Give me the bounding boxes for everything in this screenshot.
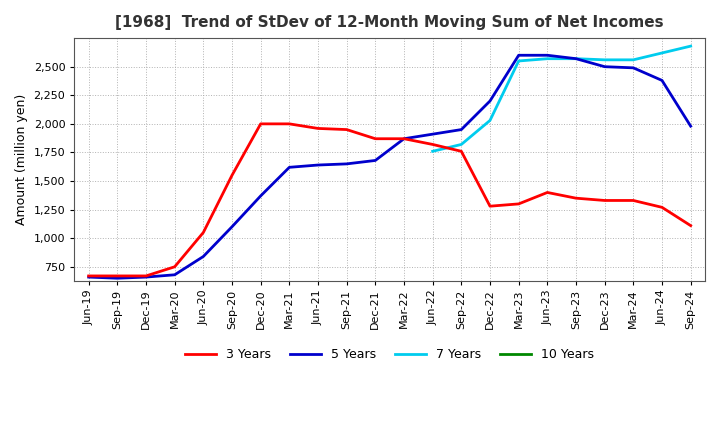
3 Years (285, 121, 294, 127)
5 Years (457, 127, 466, 132)
3 Years (142, 273, 150, 279)
Legend: 3 Years, 5 Years, 7 Years, 10 Years: 3 Years, 5 Years, 7 Years, 10 Years (180, 343, 600, 367)
5 Years (686, 124, 695, 129)
7 Years (457, 142, 466, 147)
7 Years (486, 118, 495, 123)
3 Years (371, 136, 379, 141)
5 Years (84, 275, 93, 280)
3 Years (572, 195, 580, 201)
3 Years (84, 273, 93, 279)
Line: 3 Years: 3 Years (89, 124, 690, 276)
Y-axis label: Amount (million yen): Amount (million yen) (15, 94, 28, 225)
5 Years (142, 275, 150, 280)
5 Years (486, 99, 495, 104)
3 Years (228, 172, 236, 178)
3 Years (400, 136, 408, 141)
3 Years (171, 264, 179, 269)
5 Years (600, 64, 609, 70)
7 Years (543, 56, 552, 61)
3 Years (199, 230, 207, 235)
7 Years (572, 56, 580, 61)
Title: [1968]  Trend of StDev of 12-Month Moving Sum of Net Incomes: [1968] Trend of StDev of 12-Month Moving… (115, 15, 664, 30)
5 Years (285, 165, 294, 170)
Line: 7 Years: 7 Years (433, 46, 690, 151)
5 Years (113, 275, 122, 281)
3 Years (342, 127, 351, 132)
3 Years (629, 198, 638, 203)
7 Years (629, 57, 638, 62)
5 Years (342, 161, 351, 166)
5 Years (629, 65, 638, 70)
3 Years (314, 126, 323, 131)
3 Years (113, 273, 122, 279)
7 Years (600, 57, 609, 62)
3 Years (600, 198, 609, 203)
5 Years (543, 53, 552, 58)
5 Years (572, 56, 580, 61)
3 Years (486, 204, 495, 209)
5 Years (256, 193, 265, 198)
5 Years (228, 224, 236, 229)
5 Years (657, 78, 666, 83)
5 Years (199, 254, 207, 259)
3 Years (457, 149, 466, 154)
3 Years (543, 190, 552, 195)
3 Years (514, 201, 523, 206)
5 Years (428, 132, 437, 137)
3 Years (686, 223, 695, 228)
3 Years (428, 142, 437, 147)
3 Years (657, 205, 666, 210)
5 Years (514, 53, 523, 58)
7 Years (428, 149, 437, 154)
5 Years (371, 158, 379, 163)
5 Years (314, 162, 323, 168)
7 Years (514, 59, 523, 64)
7 Years (657, 50, 666, 55)
7 Years (686, 44, 695, 49)
5 Years (400, 136, 408, 141)
Line: 5 Years: 5 Years (89, 55, 690, 278)
3 Years (256, 121, 265, 127)
5 Years (171, 272, 179, 278)
